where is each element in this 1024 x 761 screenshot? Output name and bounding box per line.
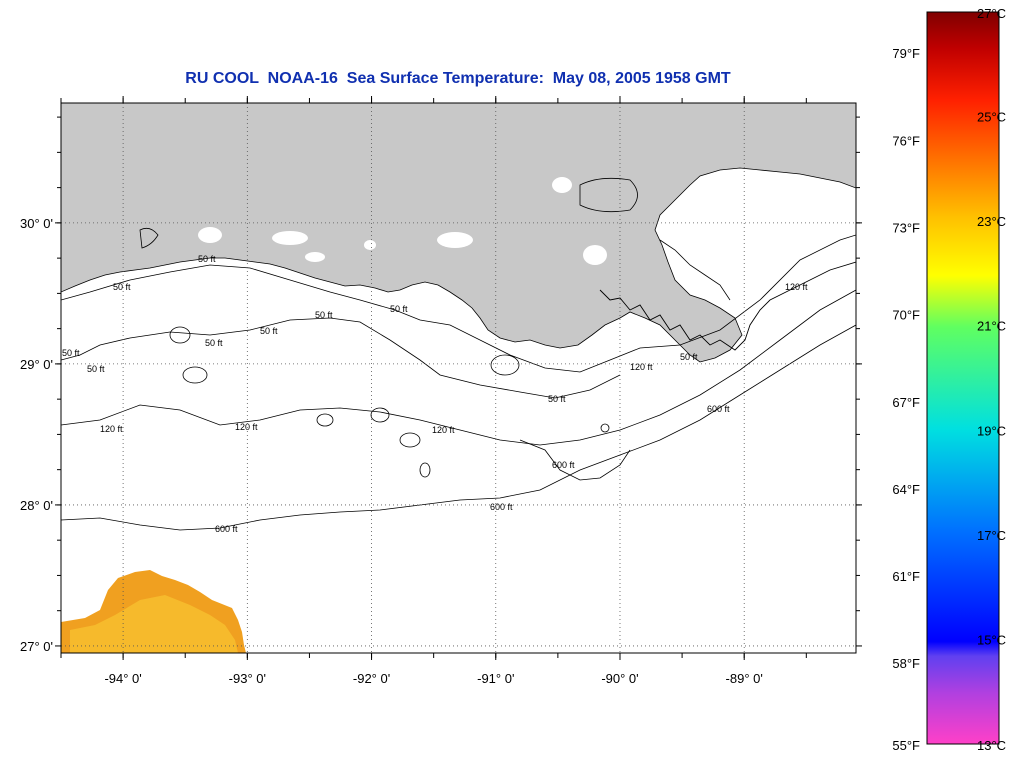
contour-label: 600 ft [490,502,513,512]
colorbar-celsius-label: 19°C [977,423,1006,438]
lon-tick-label: -90° 0' [601,671,638,686]
lat-tick-label: 27° 0' [20,639,53,654]
contour-600ft [61,324,856,531]
delta-coast [599,261,856,351]
contour-label: 50 ft [315,310,333,320]
tick-marks [55,96,862,660]
lon-tick-label: -94° 0' [104,671,141,686]
depth-contours [61,234,856,531]
lon-tick-label: -89° 0' [726,671,763,686]
contour-label: 50 ft [62,348,80,358]
plot-frame [60,102,857,654]
inland-water [198,177,607,265]
contour-label: 50 ft [198,254,216,264]
colorbar-celsius-label: 25°C [977,110,1006,125]
colorbar-labels: 27°C 25°C 23°C 21°C 19°C 17°C 15°C 13°C 79°F 76°F… [892,6,1006,753]
contour-label: 120 ft [235,422,258,432]
sst-data-patch-highlight [70,595,238,653]
colorbar-fahrenheit-label: 55°F [892,738,920,753]
contour-label-group: 50 ft 50 ft 50 ft 50 ft 50 ft 50 ft 50 f… [62,254,808,534]
contour-label: 120 ft [432,425,455,435]
contour-label: 50 ft [113,282,131,292]
colorbar-celsius-label: 23°C [977,214,1006,229]
colorbar-fahrenheit-label: 67°F [892,395,920,410]
colorbar-fahrenheit-label: 73°F [892,221,920,236]
contour-50ft [61,234,856,373]
colorbar-fahrenheit-label: 70°F [892,308,920,323]
lat-tick-label: 28° 0' [20,498,53,513]
lat-tick-label: 30° 0' [20,216,53,231]
contour-label: 120 ft [100,424,123,434]
contour-label: 50 ft [680,352,698,362]
grid-lines [61,103,856,653]
lon-tick-label: -93° 0' [229,671,266,686]
lon-tick-label: -91° 0' [477,671,514,686]
colorbar-celsius-label: 15°C [977,632,1006,647]
contour-600ft-b [519,439,631,481]
contour-label: 50 ft [87,364,105,374]
plot-area: 50 ft 50 ft 50 ft 50 ft 50 ft 50 ft 50 f… [61,103,856,653]
contour-label: 50 ft [548,394,566,404]
contour-label: 120 ft [630,362,653,372]
contour-label: 50 ft [205,338,223,348]
colorbar-fahrenheit-label: 58°F [892,656,920,671]
axis-labels: -94° 0' -93° 0' -92° 0' -91° 0' -90° 0' -89° … [20,216,763,686]
colorbar-celsius-label: 17°C [977,528,1006,543]
lon-tick-label: -92° 0' [353,671,390,686]
colorbar-celsius-label: 13°C [977,738,1006,753]
contour-label: 600 ft [552,460,575,470]
colorbar-fahrenheit-label: 64°F [892,482,920,497]
colorbar-fahrenheit-label: 79°F [892,46,920,61]
colorbar [926,11,1000,745]
delta-lobes [139,177,731,301]
lat-tick-label: 29° 0' [20,357,53,372]
contour-50ft-b [61,317,621,399]
colorbar-celsius-label: 27°C [977,6,1006,21]
contour-label: 50 ft [390,304,408,314]
colorbar-celsius-label: 21°C [977,319,1006,334]
contour-label: 50 ft [260,326,278,336]
colorbar-fahrenheit-label: 76°F [892,133,920,148]
map-title: RU COOL NOAA-16 Sea Surface Temperature:… [185,70,731,87]
contour-label: 600 ft [215,524,238,534]
colorbar-fahrenheit-label: 61°F [892,569,920,584]
contour-label: 120 ft [785,282,808,292]
contour-120ft [61,289,856,446]
contour-label: 600 ft [707,404,730,414]
